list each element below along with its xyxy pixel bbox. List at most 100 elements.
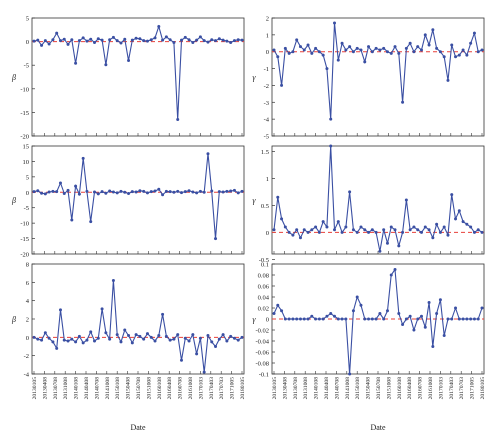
middle-left-point xyxy=(66,188,70,192)
top-left-point xyxy=(70,38,74,42)
middle-left-point xyxy=(206,152,210,156)
middle-left-point xyxy=(168,190,172,194)
middle-right-point xyxy=(393,228,397,232)
middle-left-point xyxy=(119,189,123,193)
middle-left-point xyxy=(161,193,165,197)
bottom-right-xtick-label: 20130408 xyxy=(282,377,288,400)
bottom-left-point xyxy=(157,334,161,337)
bottom-left-point xyxy=(47,336,51,340)
top-right-point xyxy=(314,46,318,50)
middle-right-point xyxy=(401,230,405,234)
middle-right-point xyxy=(457,209,461,213)
middle-left-point xyxy=(62,192,66,196)
bottom-right-point xyxy=(393,268,397,271)
middle-left-point xyxy=(183,190,187,194)
bottom-left-point xyxy=(183,336,187,340)
top-left-frame xyxy=(31,17,245,137)
top-left-point xyxy=(40,43,44,47)
middle-right-ytick-label: 1 xyxy=(266,176,269,183)
middle-left-point xyxy=(123,190,127,194)
x-axis-label-right: Date xyxy=(370,423,386,432)
top-left-point xyxy=(202,39,206,43)
bottom-right-point xyxy=(382,317,386,321)
middle-right-point xyxy=(272,228,276,232)
bottom-left-point xyxy=(210,340,214,344)
middle-right-point xyxy=(317,230,321,234)
top-right-point xyxy=(302,48,306,52)
middle-left-point xyxy=(221,190,225,194)
top-right-ytick-label: 2 xyxy=(266,16,269,23)
bottom-right-ytick-label: -0.08 xyxy=(255,361,269,368)
bottom-right-point xyxy=(461,317,465,321)
bottom-right-point xyxy=(438,298,442,302)
bottom-left-point xyxy=(149,335,153,339)
top-left-point xyxy=(217,37,221,41)
middle-right-point xyxy=(378,249,382,253)
middle-left-point xyxy=(32,190,36,194)
bottom-left-point xyxy=(123,328,127,332)
top-left-point xyxy=(74,61,78,65)
bottom-left-xtick-label: 20170703 xyxy=(219,377,225,400)
middle-left-point xyxy=(96,192,100,196)
top-right-point xyxy=(283,46,287,50)
bottom-left-point xyxy=(202,370,206,374)
bottom-left-frame xyxy=(31,263,245,375)
top-left-point xyxy=(36,38,40,42)
bottom-left-ylabel: β xyxy=(11,315,16,324)
bottom-right-point xyxy=(408,314,412,318)
bottom-left-ytick-label: 8 xyxy=(26,262,29,269)
bottom-right-point xyxy=(333,314,337,318)
top-left-point xyxy=(225,39,229,43)
top-left-point xyxy=(206,40,210,44)
middle-right-point xyxy=(431,236,435,240)
bottom-left-point xyxy=(191,333,195,337)
bottom-right-xtick-label: 20130708 xyxy=(293,377,299,400)
top-right-point xyxy=(454,55,458,59)
top-left-point xyxy=(229,41,233,45)
bottom-left-point xyxy=(172,337,176,341)
top-right-point xyxy=(408,41,412,45)
middle-left-point xyxy=(108,189,112,193)
bottom-left-point xyxy=(62,338,66,342)
bottom-right-point xyxy=(348,372,352,376)
bottom-right-ytick-label: 0.06 xyxy=(258,284,270,291)
bottom-right-point xyxy=(397,312,401,315)
middle-right-point xyxy=(355,230,359,234)
middle-left-point xyxy=(115,191,119,195)
middle-right-series-line xyxy=(273,145,483,252)
top-right-ytick-label: -4 xyxy=(264,117,270,124)
middle-left-point xyxy=(195,191,199,195)
middle-left-point xyxy=(236,191,240,195)
bottom-left-point xyxy=(100,307,104,311)
top-left-ytick-label: -15 xyxy=(20,110,29,117)
middle-right-point xyxy=(385,241,389,245)
middle-left-point xyxy=(145,191,149,195)
top-right-point xyxy=(393,45,397,49)
middle-right-point xyxy=(333,228,337,232)
bottom-right-xtick-label: 20170103 xyxy=(438,377,444,400)
top-left-point xyxy=(55,31,59,35)
bottom-left-ytick-label: 6 xyxy=(26,280,30,287)
middle-left-point xyxy=(202,190,206,194)
top-left-point xyxy=(32,39,36,43)
middle-left-point xyxy=(176,189,180,193)
bottom-right-point xyxy=(306,317,310,321)
middle-right-point xyxy=(359,225,363,229)
top-right-point xyxy=(295,38,299,42)
middle-left-ytick-label: -5 xyxy=(24,205,29,212)
bottom-right-point xyxy=(431,345,435,348)
top-left-point xyxy=(123,37,127,41)
middle-left-point xyxy=(130,190,134,194)
top-right-point xyxy=(351,50,355,54)
bottom-right-point xyxy=(446,317,450,321)
bottom-right-point xyxy=(329,312,333,315)
bottom-right-point xyxy=(435,312,439,315)
bottom-right-point xyxy=(378,312,382,315)
middle-right-point xyxy=(340,230,344,234)
bottom-left-xtick-label: 20160408 xyxy=(167,377,173,400)
top-right-point xyxy=(321,53,325,57)
bottom-right-xtick-label: 20150108 xyxy=(355,377,361,400)
bottom-left-point xyxy=(153,339,157,343)
middle-left-point xyxy=(55,190,59,194)
top-right-point xyxy=(397,51,401,55)
